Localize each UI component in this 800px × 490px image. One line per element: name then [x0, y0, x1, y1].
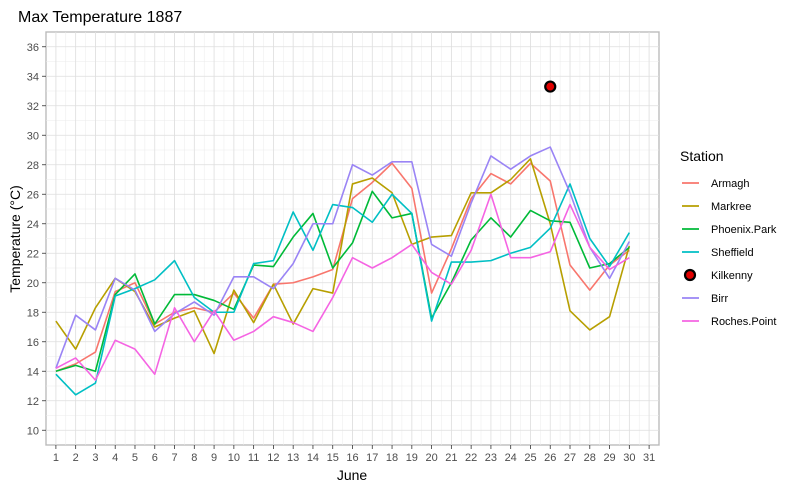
x-tick-label: 28: [584, 452, 596, 464]
series-line-roches-point: [55, 193, 630, 381]
legend-items: Armagh Markree Phoenix.Park Sheffield Kilken…: [682, 178, 777, 328]
y-axis: 10 12 14 16 18 20 22 24 26 28 30 32 34 36: [27, 42, 46, 437]
y-tick-label: 10: [27, 425, 39, 437]
x-tick-label: 27: [564, 452, 576, 464]
x-tick-label: 21: [445, 452, 457, 464]
x-tick-label: 2: [73, 452, 79, 464]
series-line-birr: [55, 146, 631, 369]
x-tick-label: 30: [623, 452, 635, 464]
y-tick-label: 22: [27, 248, 39, 260]
x-tick-label: 23: [485, 452, 497, 464]
y-axis-title: Temperature (°C): [7, 185, 23, 293]
x-tick-label: 29: [603, 452, 615, 464]
x-tick-label: 16: [346, 452, 358, 464]
legend-label-sheffield: Sheffield: [711, 247, 754, 259]
legend-label-phoenix-park: Phoenix.Park: [711, 224, 777, 236]
x-tick-label: 9: [211, 452, 217, 464]
y-tick-label: 34: [27, 71, 39, 83]
x-tick-label: 24: [505, 452, 517, 464]
legend-label-armagh: Armagh: [711, 178, 750, 190]
x-tick-label: 8: [191, 452, 197, 464]
x-tick-label: 15: [327, 452, 339, 464]
x-axis: 1 2 3 4 5 6 7 8 9 10 11 12 13 14 15 16 17 18 19 20 21 22 23 24 2…: [53, 445, 655, 464]
x-tick-label: 14: [307, 452, 319, 464]
series-point-kilkenny: [544, 80, 557, 93]
y-tick-label: 32: [27, 101, 39, 113]
x-tick-label: 22: [465, 452, 477, 464]
x-tick-label: 18: [386, 452, 398, 464]
x-tick-label: 12: [267, 452, 279, 464]
legend-title: Station: [680, 148, 724, 164]
y-tick-label: 36: [27, 42, 39, 54]
y-tick-label: 30: [27, 130, 39, 142]
x-tick-label: 1: [53, 452, 59, 464]
x-tick-label: 3: [92, 452, 98, 464]
x-tick-label: 25: [524, 452, 536, 464]
series-line-markree: [55, 158, 631, 355]
legend: Station Armagh Markree Phoenix.Park Sheffie…: [680, 148, 777, 328]
y-tick-label: 26: [27, 189, 39, 201]
y-tick-label: 14: [27, 366, 39, 378]
y-tick-label: 20: [27, 278, 39, 290]
legend-label-kilkenny: Kilkenny: [711, 270, 753, 282]
x-tick-label: 13: [287, 452, 299, 464]
x-tick-label: 19: [406, 452, 418, 464]
legend-label-markree: Markree: [711, 201, 751, 213]
x-tick-label: 31: [643, 452, 655, 464]
x-tick-label: 10: [228, 452, 240, 464]
y-tick-label: 12: [27, 396, 39, 408]
x-axis-title: June: [337, 467, 368, 483]
y-tick-label: 24: [27, 219, 39, 231]
x-tick-label: 5: [132, 452, 138, 464]
x-tick-label: 26: [544, 452, 556, 464]
series-layer: [55, 80, 631, 396]
x-tick-label: 20: [425, 452, 437, 464]
x-tick-label: 7: [171, 452, 177, 464]
x-tick-label: 17: [366, 452, 378, 464]
y-tick-label: 16: [27, 337, 39, 349]
legend-key-kilkenny: [683, 268, 697, 282]
x-tick-label: 11: [248, 452, 259, 464]
x-tick-label: 4: [112, 452, 118, 464]
legend-label-birr: Birr: [711, 293, 728, 305]
series-line-phoenix-park: [55, 190, 630, 373]
chart-title: Max Temperature 1887: [18, 9, 182, 26]
series-line-sheffield: [55, 183, 631, 396]
y-tick-label: 18: [27, 307, 39, 319]
legend-label-roches-point: Roches.Point: [711, 316, 776, 328]
x-tick-label: 6: [152, 452, 158, 464]
y-tick-label: 28: [27, 160, 39, 172]
